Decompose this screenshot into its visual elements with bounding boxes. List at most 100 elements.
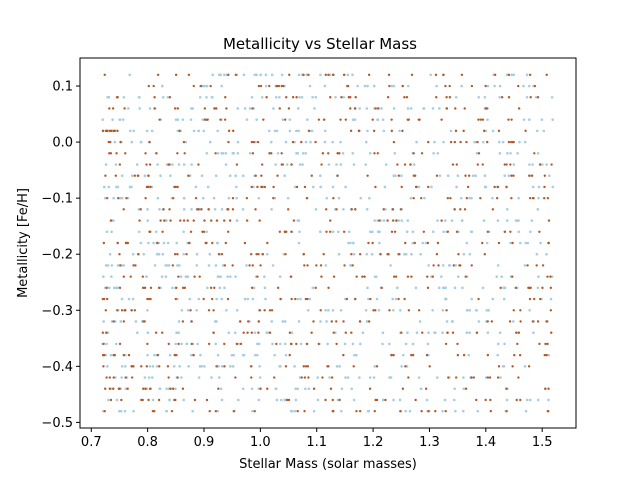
data-point (290, 297, 293, 301)
data-point (283, 342, 287, 346)
data-point (327, 152, 330, 155)
data-point (417, 309, 421, 312)
data-point (462, 252, 466, 256)
data-point (356, 84, 359, 88)
data-point (101, 129, 105, 133)
data-point (158, 387, 162, 391)
data-point (468, 331, 471, 335)
data-point (216, 409, 220, 413)
data-point (278, 275, 282, 278)
data-point (104, 264, 108, 267)
data-point (336, 174, 339, 177)
data-point (215, 241, 219, 245)
data-point (390, 118, 393, 121)
data-point (349, 129, 353, 133)
data-point (241, 387, 245, 391)
data-point (162, 241, 166, 245)
data-point (181, 118, 185, 121)
data-point (306, 308, 310, 312)
data-point (287, 398, 291, 402)
data-point (118, 163, 122, 166)
data-point (102, 241, 106, 245)
data-point (446, 230, 450, 233)
data-point (251, 409, 254, 413)
data-point (182, 196, 186, 200)
data-point (223, 365, 226, 368)
data-point (549, 275, 552, 278)
data-point (409, 196, 413, 200)
data-point (220, 253, 224, 256)
data-point (146, 208, 149, 211)
data-point (435, 253, 439, 256)
data-point (331, 230, 335, 234)
data-point (257, 342, 261, 346)
data-point (511, 275, 514, 278)
data-point (484, 398, 487, 402)
data-point (406, 219, 410, 222)
data-point (527, 286, 530, 290)
data-point (536, 398, 540, 402)
data-point (312, 320, 315, 323)
data-point (442, 140, 445, 144)
data-point (105, 342, 108, 346)
data-point (230, 353, 234, 357)
data-point (526, 264, 529, 267)
data-point (150, 129, 154, 133)
data-point (144, 196, 147, 200)
data-point (115, 152, 118, 155)
data-point (129, 275, 132, 278)
data-point (198, 275, 201, 278)
data-point (250, 365, 253, 368)
data-point (336, 398, 340, 402)
data-point (355, 353, 358, 357)
data-point (388, 309, 391, 312)
data-point (321, 376, 324, 379)
data-point (437, 286, 441, 290)
data-point (370, 230, 374, 234)
data-point (550, 275, 554, 278)
data-point (224, 96, 227, 99)
data-point (307, 376, 310, 379)
data-point (377, 308, 381, 312)
data-point (450, 219, 454, 222)
data-point (152, 84, 155, 88)
data-point (445, 107, 449, 110)
data-point (124, 152, 127, 155)
data-point (543, 196, 546, 200)
data-point (444, 297, 447, 301)
data-point (493, 73, 497, 77)
data-point (539, 241, 542, 245)
data-point (250, 95, 254, 99)
data-point (119, 196, 122, 200)
data-point (109, 398, 113, 402)
data-point (342, 95, 346, 99)
data-point (403, 96, 406, 99)
data-point (545, 353, 548, 357)
data-point (505, 387, 508, 390)
data-point (172, 196, 175, 200)
data-point (220, 208, 224, 211)
data-point (505, 409, 508, 413)
plot-frame (79, 57, 577, 429)
data-point (512, 309, 515, 312)
data-point (239, 342, 243, 346)
data-point (388, 376, 391, 379)
data-point (190, 107, 193, 110)
data-point (296, 409, 299, 413)
data-point (219, 275, 222, 278)
data-point (274, 95, 278, 99)
data-point (297, 129, 300, 133)
data-point (393, 152, 397, 155)
data-point (312, 409, 316, 413)
data-point (104, 387, 107, 390)
data-point (482, 219, 486, 222)
data-point (496, 353, 500, 357)
y-tick-label: 0.1 (52, 80, 73, 95)
data-point (223, 118, 227, 121)
data-point (272, 185, 275, 189)
data-point (381, 331, 385, 335)
data-point (187, 241, 191, 245)
data-point (185, 342, 188, 346)
data-point (415, 140, 418, 144)
data-point (510, 174, 513, 177)
